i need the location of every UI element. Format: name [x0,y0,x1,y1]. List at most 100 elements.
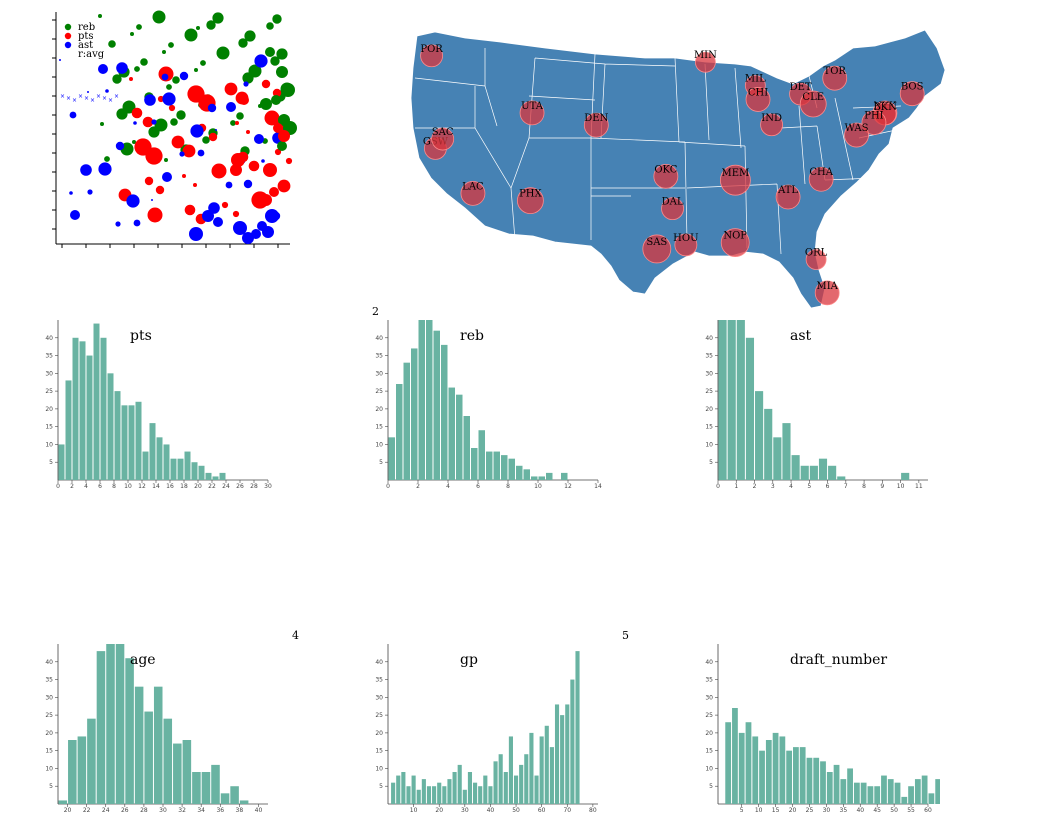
x-tick-label: 22 [208,483,216,488]
city-min[interactable]: MIN [694,50,717,73]
histogram-bar [828,465,837,480]
point-cluster [269,187,279,197]
city-marker[interactable] [642,234,672,264]
city-nop[interactable]: NOP [720,228,750,258]
city-phx[interactable]: PHX [516,187,544,215]
city-marker[interactable] [719,164,751,196]
city-marker[interactable] [814,280,840,306]
city-chi[interactable]: CHI [745,87,771,112]
histogram-bar [531,476,538,480]
city-mem[interactable]: MEM [719,164,751,196]
city-marker[interactable] [460,180,486,206]
city-marker[interactable] [760,113,784,137]
point-reb [184,28,198,42]
histogram-bar [87,718,96,804]
city-lac[interactable]: LAC [460,180,486,206]
histogram-bar [396,775,401,804]
x-tick-label: 12 [564,483,572,488]
histogram-bar [421,779,426,804]
city-marker[interactable] [822,65,848,91]
city-marker[interactable] [519,100,545,126]
point-reb [104,156,110,162]
city-marker[interactable] [516,187,544,215]
city-cle[interactable]: CLE [799,90,827,118]
histogram-bar [58,444,65,480]
city-marker[interactable] [583,112,609,138]
city-tor[interactable]: TOR [822,65,848,91]
city-sas[interactable]: SAS [642,234,672,264]
city-was[interactable]: WAS [844,122,869,148]
city-atl[interactable]: ATL [775,184,801,210]
city-marker[interactable] [695,51,716,73]
point-pts [182,144,196,158]
histogram-bar [401,772,406,804]
y-tick-label: 10 [45,765,53,772]
histogram-bar [201,772,211,804]
x-tick-label: 12 [138,483,146,488]
city-marker[interactable] [861,110,887,135]
histogram-bar [184,451,191,480]
y-tick-label: 35 [375,353,383,360]
histogram-bar [493,451,500,480]
city-phi[interactable]: PHI [861,110,887,135]
city-marker[interactable] [899,81,925,107]
city-bos[interactable]: BOS [899,81,925,107]
city-label: ATL [777,185,798,196]
histogram-bar [114,391,121,480]
city-marker[interactable] [745,87,771,112]
point-cluster [230,164,242,176]
x-tick-label: 7 [844,483,848,488]
x-tick-label: 11 [915,483,923,488]
city-label: IND [761,113,782,124]
city-marker[interactable] [674,233,698,257]
city-marker[interactable] [653,163,679,189]
histogram-bar [793,747,799,804]
city-por[interactable]: POR [420,44,444,68]
y-tick-label: 30 [375,370,383,377]
histogram-bar [478,430,485,480]
page-number-5: 5 [622,629,629,642]
city-cha[interactable]: CHA [808,166,834,192]
city-orl[interactable]: ORL [805,248,828,270]
city-sac[interactable]: SAC [431,127,455,151]
x-tick-label: 10 [534,483,542,488]
city-marker[interactable] [431,127,455,151]
point-ast [126,194,140,208]
histogram-bar [554,704,560,804]
city-ind[interactable]: IND [760,113,784,137]
histogram-bar [391,782,396,804]
city-marker[interactable] [775,184,801,210]
point-reb [200,60,206,66]
histogram-bar [921,775,928,804]
histogram-bar [523,469,530,480]
city-dal[interactable]: DAL [661,197,684,221]
point-reb [168,42,174,48]
city-marker[interactable] [720,228,750,258]
city-den[interactable]: DEN [583,112,609,138]
x-tick-label: 30 [159,807,167,812]
histogram-bar [478,786,483,804]
point-ast [98,64,108,74]
city-marker[interactable] [420,44,444,68]
city-marker[interactable] [799,90,827,118]
x-tick-label: 30 [461,807,469,812]
x-tick-label: 16 [166,483,174,488]
city-marker[interactable] [808,166,834,192]
x-tick-label: 28 [140,807,148,812]
city-hou[interactable]: HOU [673,233,699,257]
histogram-bar [765,740,772,804]
histogram-bar [745,722,752,804]
city-uta[interactable]: UTA [519,100,545,126]
city-okc[interactable]: OKC [653,163,679,189]
histogram-bar [452,772,457,804]
x-tick-label: 40 [856,807,864,812]
city-mia[interactable]: MIA [814,280,840,306]
legend-item-r-avg: r:avg [78,49,105,60]
point-reb [134,66,140,72]
city-marker[interactable] [661,197,684,221]
x-ticks: 20 22 24 26 28 30 32 34 36 38 40 [64,804,262,812]
city-marker[interactable] [805,249,827,270]
city-marker[interactable] [844,122,869,148]
point-reb [266,22,274,30]
legend-label-reb: reb [78,22,95,33]
